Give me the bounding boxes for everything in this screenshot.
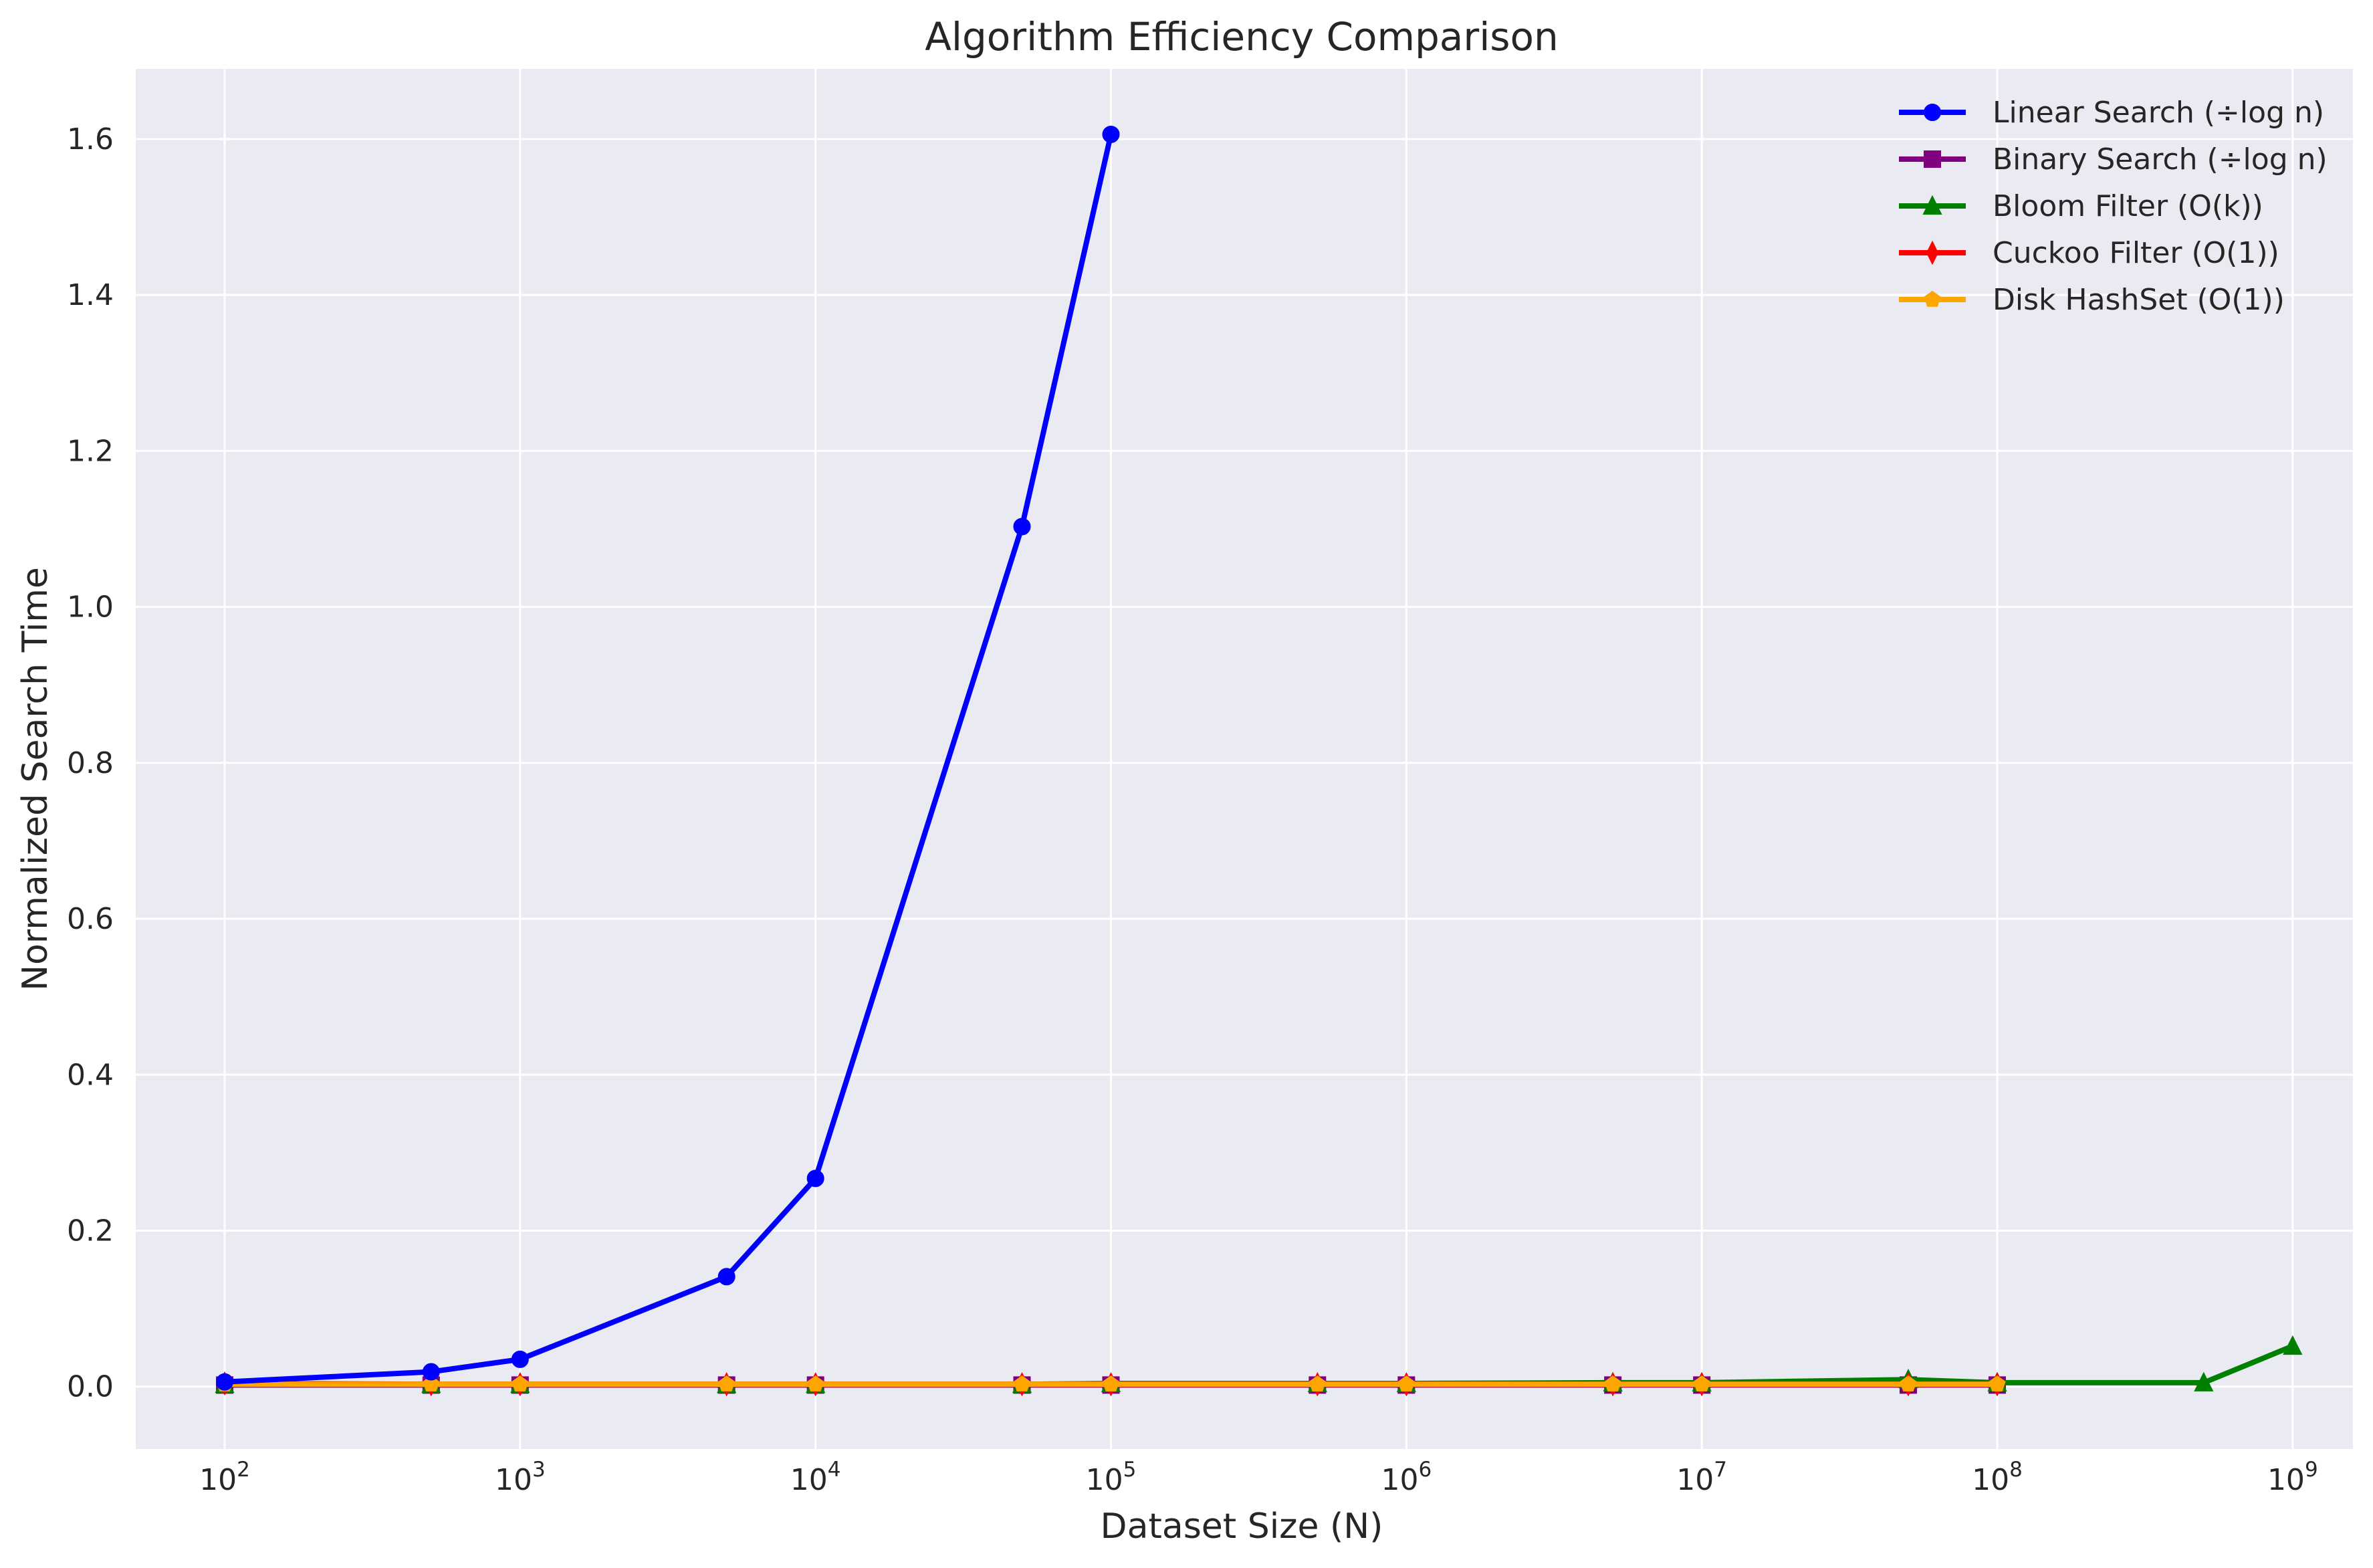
x-tick-label: 104 xyxy=(790,1458,841,1497)
x-tick-exponent: 4 xyxy=(828,1458,841,1482)
x-tick-base: 10 xyxy=(1676,1463,1714,1497)
data-point xyxy=(2194,1371,2214,1391)
x-tick-label: 107 xyxy=(1676,1458,1727,1497)
x-axis-ticks: 102 103 104 105 106 107 108 109 xyxy=(199,1458,2318,1497)
x-tick-exponent: 3 xyxy=(532,1458,546,1482)
y-tick-label: 1.0 xyxy=(67,590,114,625)
data-point xyxy=(511,1350,529,1368)
data-point xyxy=(1693,1375,1710,1391)
legend-marker xyxy=(1922,195,1942,215)
data-point xyxy=(717,1268,736,1286)
legend-label: Disk HashSet (O(1)) xyxy=(1993,283,2285,317)
x-tick-exponent: 8 xyxy=(2009,1458,2023,1482)
data-point xyxy=(1397,1375,1415,1391)
data-point xyxy=(1604,1375,1621,1391)
y-tick-label: 0.8 xyxy=(67,746,114,780)
data-point xyxy=(1900,1375,1917,1391)
x-tick-base: 10 xyxy=(790,1463,828,1497)
data-point xyxy=(423,1375,440,1391)
y-tick-label: 0.2 xyxy=(67,1214,114,1248)
x-tick-exponent: 9 xyxy=(2305,1458,2318,1482)
y-axis-ticks: 0.0 0.2 0.4 0.6 0.8 1.0 1.2 1.4 1.6 xyxy=(67,122,114,1404)
x-tick-base: 10 xyxy=(1972,1463,2009,1497)
x-tick-label: 109 xyxy=(2267,1458,2318,1497)
legend-label: Binary Search (÷log n) xyxy=(1993,142,2328,177)
legend-label: Linear Search (÷log n) xyxy=(1993,96,2324,130)
x-tick-label: 106 xyxy=(1381,1458,1432,1497)
data-point xyxy=(1989,1375,2006,1391)
x-tick-exponent: 2 xyxy=(237,1458,250,1482)
data-point xyxy=(718,1375,736,1391)
legend-entry: Bloom Filter (O(k)) xyxy=(1899,189,2263,223)
y-axis-label: Normalized Search Time xyxy=(15,567,55,991)
y-tick-label: 0.0 xyxy=(67,1370,114,1404)
x-tick-base: 10 xyxy=(199,1463,237,1497)
x-tick-exponent: 5 xyxy=(1123,1458,1137,1482)
x-tick-label: 108 xyxy=(1972,1458,2023,1497)
x-tick-label: 103 xyxy=(495,1458,546,1497)
data-point xyxy=(216,1373,234,1391)
x-tick-base: 10 xyxy=(2267,1463,2305,1497)
legend-label: Bloom Filter (O(k)) xyxy=(1993,189,2263,223)
y-tick-label: 1.6 xyxy=(67,122,114,156)
data-point xyxy=(422,1363,440,1381)
legend-marker xyxy=(1924,104,1941,121)
y-tick-label: 0.4 xyxy=(67,1058,114,1092)
legend-marker xyxy=(1924,150,1941,168)
x-tick-exponent: 6 xyxy=(1418,1458,1432,1482)
legend-entry: Binary Search (÷log n) xyxy=(1899,142,2328,177)
x-tick-label: 102 xyxy=(199,1458,250,1497)
x-axis-label: Dataset Size (N) xyxy=(1101,1506,1383,1547)
chart-title: Algorithm Efficiency Comparison xyxy=(925,14,1559,60)
x-tick-base: 10 xyxy=(495,1463,532,1497)
x-tick-base: 10 xyxy=(1086,1463,1123,1497)
y-tick-label: 1.4 xyxy=(67,278,114,312)
data-point xyxy=(1309,1375,1326,1391)
legend-label: Cuckoo Filter (O(1)) xyxy=(1993,236,2279,270)
data-point xyxy=(2283,1335,2303,1355)
series-layer xyxy=(215,125,2303,1397)
data-point xyxy=(1102,125,1120,143)
series-4 xyxy=(216,1375,2006,1391)
legend-marker xyxy=(1926,240,1939,265)
legend-entry: Disk HashSet (O(1)) xyxy=(1899,283,2285,317)
y-tick-label: 1.2 xyxy=(67,434,114,468)
legend-marker xyxy=(1924,290,1941,307)
data-point xyxy=(1102,1375,1120,1391)
data-point xyxy=(512,1375,529,1391)
data-point xyxy=(806,1169,824,1188)
x-tick-label: 105 xyxy=(1086,1458,1137,1497)
series-0 xyxy=(216,125,1120,1391)
legend: Linear Search (÷log n) Binary Search (÷lo… xyxy=(1899,96,2328,317)
data-point xyxy=(807,1375,824,1391)
y-tick-label: 0.6 xyxy=(67,902,114,936)
x-tick-exponent: 7 xyxy=(1714,1458,1727,1482)
data-point xyxy=(1013,1375,1031,1391)
legend-entry: Cuckoo Filter (O(1)) xyxy=(1899,236,2279,270)
legend-entry: Linear Search (÷log n) xyxy=(1899,96,2324,130)
plot-area xyxy=(136,69,2353,1449)
x-tick-base: 10 xyxy=(1381,1463,1418,1497)
data-point xyxy=(1013,518,1031,536)
